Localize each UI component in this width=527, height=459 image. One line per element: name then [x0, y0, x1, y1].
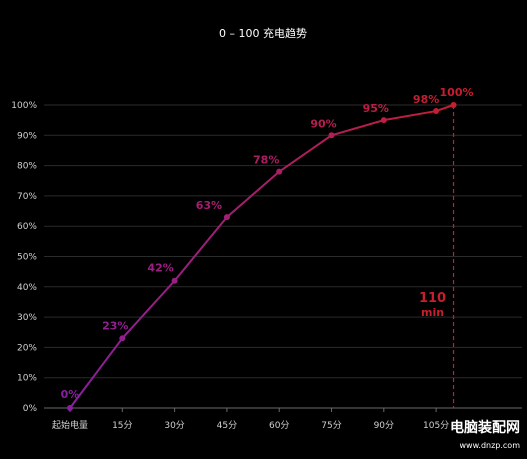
data-label: 0% [61, 388, 80, 401]
y-tick-label: 60% [17, 222, 37, 232]
data-point [380, 117, 387, 124]
watermark: 电脑装配网 www.dnzp.com [450, 419, 520, 450]
x-tick-label: 45分 [217, 420, 237, 431]
y-axis-ticks: 0% 10% 20% 30% 40% 50% 60% 70% 80% 90% 100% [11, 101, 37, 414]
data-label: 90% [310, 117, 336, 130]
x-tick-label: 105分 [423, 420, 449, 431]
data-point [119, 335, 126, 342]
series [67, 102, 457, 411]
data-point [328, 132, 335, 139]
grid [44, 104, 522, 409]
x-tick-label: 75分 [321, 420, 341, 431]
x-tick-label: 30分 [164, 420, 184, 431]
y-tick-label: 20% [17, 343, 37, 353]
y-tick-label: 80% [17, 162, 37, 172]
y-tick-label: 100% [11, 101, 37, 111]
y-tick-label: 10% [17, 374, 37, 384]
data-label: 23% [102, 319, 128, 332]
data-label: 100% [440, 86, 474, 99]
data-label: 98% [413, 93, 439, 106]
watermark-text: 电脑装配网 [450, 419, 520, 436]
data-point [67, 405, 73, 411]
watermark-url: www.dnzp.com [460, 441, 521, 450]
y-tick-label: 70% [17, 192, 37, 202]
annotation-value: 110 [419, 291, 446, 306]
data-point [450, 102, 457, 108]
x-tick-label: 起始电量 [52, 419, 88, 431]
x-tick-label: 15分 [112, 420, 132, 431]
y-tick-label: 30% [17, 313, 37, 323]
data-label: 42% [147, 262, 173, 275]
data-point [433, 108, 440, 115]
x-tick-label: 60分 [269, 420, 289, 431]
y-tick-label: 0% [23, 404, 38, 414]
y-tick-label: 90% [17, 131, 37, 141]
y-tick-label: 50% [17, 253, 37, 263]
data-labels: 0% 23% 42% 63% 78% 90% 95% 98%100% [61, 86, 474, 401]
data-label: 78% [253, 154, 279, 167]
data-point [223, 214, 230, 221]
annotation-unit: min [421, 306, 444, 319]
data-point [171, 277, 178, 284]
chart-title: 0 – 100 充电趋势 [219, 26, 307, 40]
data-label: 95% [363, 102, 389, 115]
data-label: 63% [196, 199, 222, 212]
x-tick-label: 90分 [374, 420, 394, 431]
y-tick-label: 40% [17, 283, 37, 293]
data-point [276, 168, 283, 175]
x-axis-ticks: 起始电量 15分 30分 45分 60分 75分 90分 105分 [52, 408, 449, 431]
